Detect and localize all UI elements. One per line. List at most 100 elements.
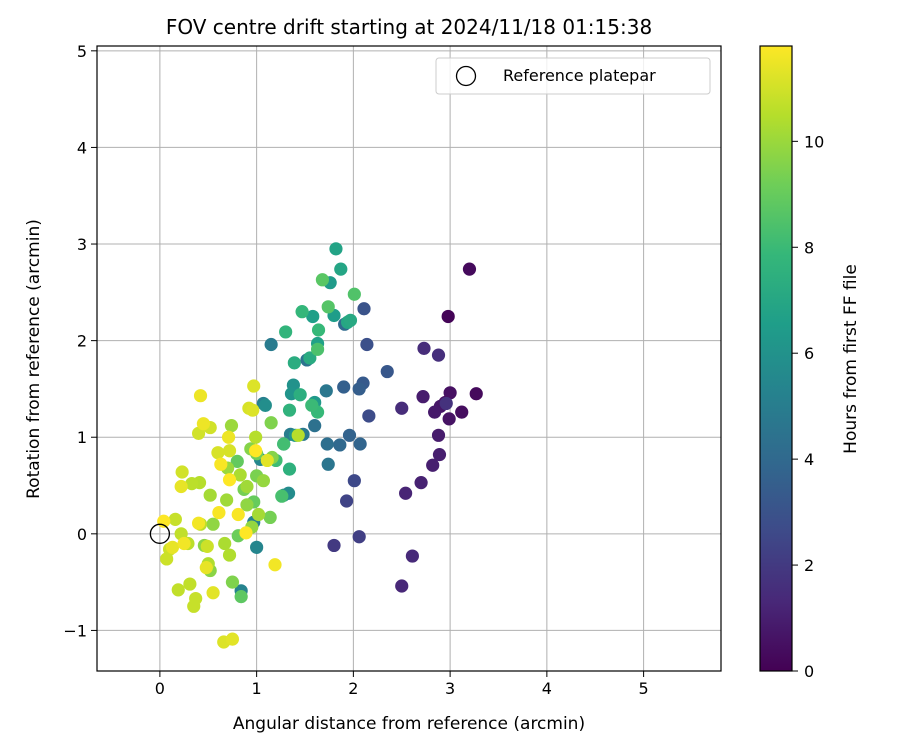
y-tick-label: −1 <box>63 621 87 640</box>
data-point <box>380 364 394 379</box>
data-point <box>240 479 254 494</box>
data-point <box>165 540 180 554</box>
data-point <box>343 313 358 327</box>
data-point <box>347 287 361 301</box>
y-axis-label: Rotation from reference (arcmin) <box>24 219 44 499</box>
data-point <box>191 516 206 530</box>
data-point <box>308 419 322 433</box>
data-point <box>240 498 254 512</box>
data-point <box>212 505 226 520</box>
y-tick-label: 3 <box>77 235 87 254</box>
data-point <box>174 479 188 494</box>
data-point <box>455 405 469 419</box>
plot-background <box>97 46 721 671</box>
data-point <box>295 305 309 319</box>
data-point <box>333 438 347 452</box>
data-point <box>395 579 409 593</box>
x-tick-label: 0 <box>155 679 165 698</box>
legend: Reference platepar <box>435 57 711 95</box>
data-point <box>321 300 335 314</box>
data-point <box>211 446 225 460</box>
data-point <box>220 493 234 507</box>
data-point <box>224 419 239 433</box>
colorbar-label: Hours from first FF file <box>841 264 861 454</box>
data-point <box>353 437 367 451</box>
y-tick-label: 0 <box>77 525 87 544</box>
data-point <box>264 337 278 352</box>
legend-box <box>435 57 711 95</box>
data-point <box>426 458 440 472</box>
data-point <box>310 342 325 356</box>
data-point <box>279 325 293 339</box>
data-point <box>405 549 419 563</box>
data-point <box>233 468 247 482</box>
data-point <box>319 384 333 398</box>
axes-frame <box>96 45 722 672</box>
data-point <box>222 548 237 562</box>
plot-area: 0 1 2 3 4 5 −1 0 1 2 3 4 5 <box>63 42 722 698</box>
y-tick-label: 4 <box>77 138 87 157</box>
data-point <box>231 507 245 522</box>
y-tick-label: 1 <box>77 428 87 447</box>
data-point <box>321 457 335 471</box>
colorbar-tick-label: 2 <box>804 556 814 575</box>
data-point <box>222 444 237 458</box>
data-point <box>293 388 307 402</box>
data-point <box>160 552 174 566</box>
x-axis-label: Angular distance from reference (arcmin) <box>233 714 585 734</box>
data-point <box>357 302 371 316</box>
colorbar-tick-label: 10 <box>804 132 824 151</box>
data-point <box>199 561 213 575</box>
data-point <box>442 412 456 426</box>
data-point <box>399 486 413 500</box>
data-point <box>428 405 442 419</box>
data-point <box>277 437 291 451</box>
colorbar-tick-label: 4 <box>804 450 814 469</box>
data-point <box>431 348 446 362</box>
data-point <box>417 341 431 355</box>
data-point <box>347 474 361 488</box>
x-tick-label: 1 <box>252 679 262 698</box>
x-tick-label: 4 <box>542 679 552 698</box>
data-point <box>431 428 446 442</box>
data-point <box>200 539 214 553</box>
data-point <box>168 512 182 526</box>
colorbar-tick-label: 8 <box>804 238 814 257</box>
data-point <box>462 262 477 276</box>
data-point <box>360 337 374 352</box>
data-point <box>432 448 447 462</box>
data-point <box>334 262 348 276</box>
data-point <box>234 590 248 604</box>
legend-label-reference: Reference platepar <box>503 66 656 85</box>
data-point <box>303 351 317 365</box>
data-point <box>311 323 326 337</box>
data-point <box>206 586 220 600</box>
data-point <box>249 444 263 458</box>
x-tick-label: 5 <box>639 679 649 698</box>
data-point <box>185 476 199 491</box>
data-point <box>218 536 232 551</box>
data-point <box>239 526 253 540</box>
data-point <box>439 396 453 411</box>
data-point <box>250 540 264 554</box>
data-point <box>352 382 366 396</box>
data-point <box>246 403 260 417</box>
data-point <box>282 403 297 417</box>
data-point <box>268 558 282 572</box>
data-point <box>291 428 305 442</box>
reference-platepar-marker <box>149 523 171 544</box>
data-point <box>327 538 341 553</box>
colorbar: 0 2 4 6 8 10 <box>759 45 824 681</box>
data-point <box>183 577 197 591</box>
x-tick-label: 3 <box>445 679 455 698</box>
x-tick-label: 2 <box>348 679 358 698</box>
data-point <box>416 390 430 404</box>
data-point <box>193 389 208 403</box>
data-point <box>222 473 237 487</box>
y-tick-label: 2 <box>77 332 87 351</box>
data-point <box>187 599 201 613</box>
data-point <box>196 417 211 431</box>
data-point <box>263 510 277 525</box>
data-point <box>221 430 236 444</box>
